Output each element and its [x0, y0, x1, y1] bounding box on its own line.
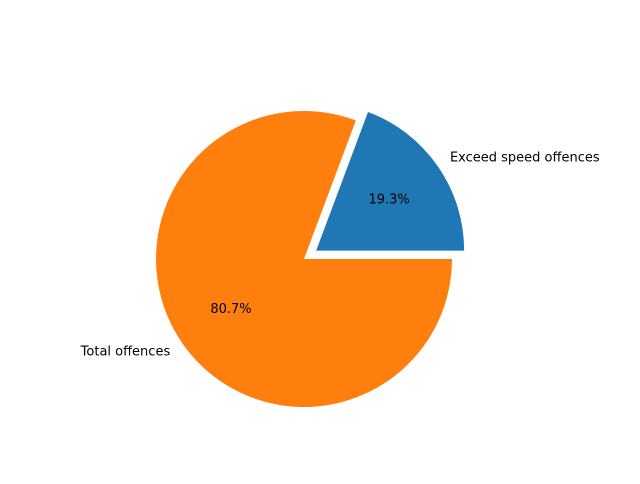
- pie-slice-total-offences: [155, 110, 452, 408]
- pie-slice-exceed-speed-offences: [316, 111, 465, 251]
- pie-category-label: Total offences: [80, 344, 171, 359]
- pie-percent-label: 19.3%: [368, 192, 409, 207]
- pie-percent-label: 80.7%: [210, 302, 251, 317]
- pie-category-label: Exceed speed offences: [450, 150, 600, 165]
